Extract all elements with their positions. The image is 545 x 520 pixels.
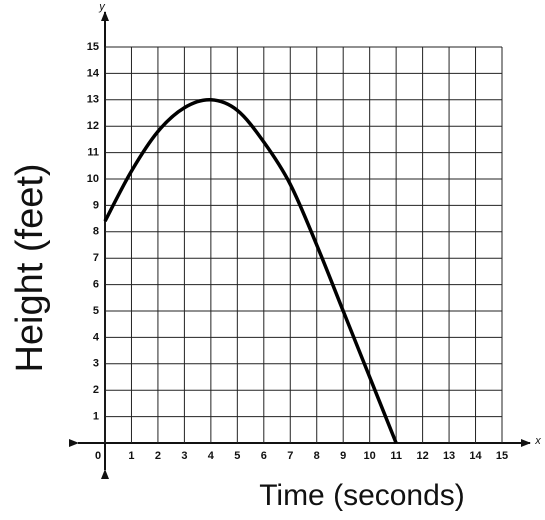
x-tick-label: 2 — [155, 450, 161, 462]
curve — [103, 98, 398, 444]
x-tick-label: 12 — [416, 450, 428, 462]
x-tick-label: 14 — [469, 450, 482, 462]
x-tick-label: 10 — [364, 450, 376, 462]
y-tick-label: 9 — [93, 199, 99, 211]
y-tick-label: 11 — [87, 147, 99, 159]
y-tick-label: 8 — [93, 226, 99, 238]
x-axis-name: x — [534, 435, 541, 447]
x-tick-label: 8 — [314, 450, 320, 462]
y-tick-label: 2 — [93, 384, 99, 396]
y-tick-label: 13 — [87, 94, 99, 106]
y-tick-label: 14 — [87, 67, 100, 79]
x-tick-label: 4 — [208, 450, 215, 462]
x-tick-label: 7 — [287, 450, 293, 462]
y-axis-name: y — [98, 1, 106, 13]
x-tick-label: 15 — [496, 450, 508, 462]
y-tick-label: 4 — [93, 331, 100, 343]
x-tick-label: 9 — [340, 450, 346, 462]
y-tick-label: 5 — [93, 305, 99, 317]
x-tick-label: 5 — [234, 450, 240, 462]
y-tick-label: 1 — [93, 411, 99, 423]
x-tick-label: 13 — [443, 450, 455, 462]
y-axis-label: Height (feet) — [9, 163, 51, 372]
x-tick-label: 11 — [390, 450, 402, 462]
x-tick-label: 1 — [128, 450, 134, 462]
x-tick-label: 6 — [261, 450, 267, 462]
y-tick-label: 12 — [87, 120, 99, 132]
y-tick-label: 15 — [87, 41, 99, 53]
x-axis-label: Time (seconds) — [259, 479, 465, 512]
x-tick-label: 0 — [95, 450, 101, 462]
y-tick-label: 10 — [87, 173, 99, 185]
x-tick-label: 3 — [181, 450, 187, 462]
y-tick-label: 3 — [93, 358, 99, 370]
y-tick-label: 6 — [93, 279, 99, 291]
y-tick-label: 7 — [93, 252, 99, 264]
